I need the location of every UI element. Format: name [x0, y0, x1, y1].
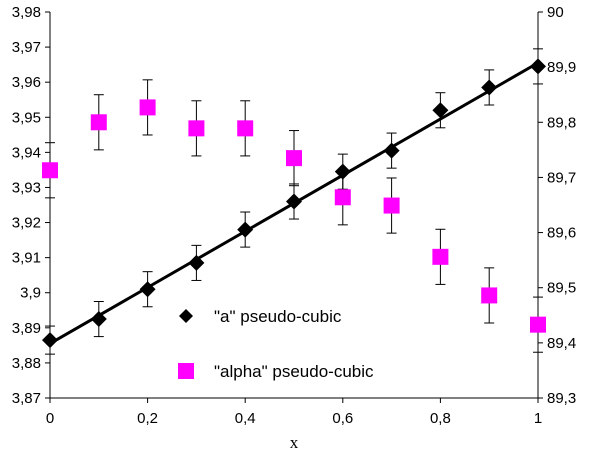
data-point-diamond	[286, 193, 302, 210]
right-axis-tick-label: 89,4	[547, 335, 576, 352]
x-axis-tick-label: 0,2	[137, 410, 158, 427]
right-axis-tick-label: 89,8	[547, 114, 576, 131]
data-point-square	[42, 162, 58, 179]
data-point-square	[188, 120, 205, 137]
x-axis-tick-label: 1	[534, 410, 542, 427]
data-point-diamond	[481, 79, 498, 96]
x-axis-tick-label: 0,8	[430, 410, 451, 427]
left-axis-tick-label: 3,95	[12, 109, 41, 126]
data-point-square	[432, 248, 449, 265]
right-axis-tick-label: 89,3	[547, 390, 576, 407]
legend-marker-square	[178, 363, 194, 379]
legend: "a" pseudo-cubic "alpha" pseudo-cubic	[178, 307, 374, 381]
left-axis-tick-label: 3,91	[12, 250, 41, 267]
data-point-diamond	[188, 254, 205, 271]
right-axis-tick-label: 89,9	[547, 59, 576, 76]
left-axis-tick-label: 3,87	[12, 390, 41, 407]
data-point-square	[139, 99, 156, 116]
left-axis-tick-label: 3,89	[12, 320, 41, 337]
left-axis-tick-label: 3,98	[12, 4, 41, 21]
data-point-diamond	[237, 221, 254, 238]
left-axis-tick-label: 3,92	[12, 215, 41, 232]
axes: 3,87 3,88 3,89 3,9 3,91 3,92 3,93 3,94 3,95 3,96 3…	[12, 4, 576, 452]
left-axis-tick-label: 3,96	[12, 74, 41, 91]
series-alpha-pseudo-cubic	[42, 79, 546, 353]
data-point-diamond	[139, 281, 156, 298]
data-points-layer	[42, 48, 546, 355]
right-axis-tick-label: 90	[547, 4, 564, 21]
x-axis-tick-label: 0,4	[235, 410, 256, 427]
data-point-diamond	[42, 332, 58, 349]
right-axis-tick-label: 89,5	[547, 280, 576, 297]
data-point-square	[237, 120, 254, 137]
data-point-square	[530, 316, 546, 333]
data-point-diamond	[530, 58, 546, 75]
data-point-square	[286, 150, 302, 167]
legend-label: "alpha" pseudo-cubic	[214, 362, 374, 381]
x-axis-tick-label: 0,6	[332, 410, 353, 427]
x-axis-title: x	[290, 433, 299, 452]
data-point-square	[481, 287, 498, 304]
data-point-square	[383, 197, 400, 214]
left-axis-tick-label: 3,9	[20, 285, 41, 302]
legend-label: "a" pseudo-cubic	[214, 307, 342, 326]
right-axis-tick-label: 89,7	[547, 169, 576, 186]
data-point-square	[90, 114, 107, 131]
left-axis-tick-label: 3,88	[12, 355, 41, 372]
data-point-diamond	[383, 142, 400, 159]
right-axis-tick-label: 89,6	[547, 225, 576, 242]
data-point-square	[334, 189, 351, 206]
data-point-diamond	[432, 102, 449, 119]
left-axis-tick-label: 3,97	[12, 39, 41, 56]
left-axis-tick-label: 3,94	[12, 144, 41, 161]
left-axis-tick-label: 3,93	[12, 179, 41, 196]
data-point-diamond	[90, 311, 107, 328]
x-axis-tick-label: 0	[46, 410, 54, 427]
legend-marker-diamond	[179, 309, 193, 323]
